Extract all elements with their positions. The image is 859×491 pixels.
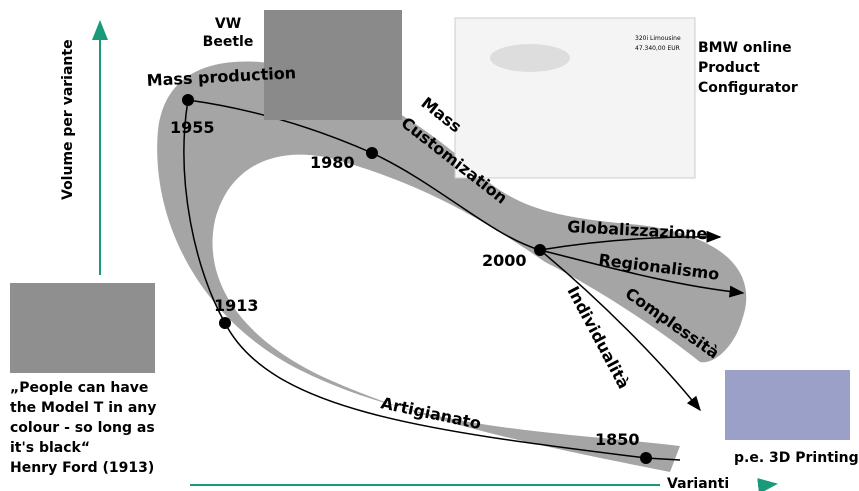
screen-text: 47.340,00 EUR bbox=[635, 45, 680, 52]
vw-label: Beetle bbox=[203, 34, 254, 50]
model-t-photo bbox=[10, 283, 155, 373]
year: 1850 bbox=[595, 430, 640, 449]
bmw-label: Product bbox=[698, 60, 760, 76]
year: 1980 bbox=[310, 153, 355, 172]
bmw-screenshot bbox=[455, 18, 695, 178]
car-image bbox=[490, 44, 570, 72]
year: 1913 bbox=[214, 296, 259, 315]
bmw-label: Configurator bbox=[698, 80, 798, 96]
quote: it's black“ bbox=[10, 440, 90, 456]
y-axis-label: Volume per variante bbox=[60, 39, 76, 200]
year: 1955 bbox=[170, 118, 215, 137]
vw-label: VW bbox=[215, 16, 241, 32]
x-axis-arrow bbox=[758, 484, 776, 486]
quote: „People can have bbox=[10, 380, 148, 396]
quote: the Model T in any bbox=[10, 400, 156, 416]
year: 2000 bbox=[482, 251, 527, 270]
quote: colour - so long as bbox=[10, 420, 155, 436]
printing-photo bbox=[725, 370, 850, 440]
x-axis-label: Varianti bbox=[667, 476, 729, 491]
quote: Henry Ford (1913) bbox=[10, 460, 154, 476]
printing-label: p.e. 3D Printing bbox=[734, 450, 859, 466]
bmw-label: BMW online bbox=[698, 40, 792, 56]
screen-text: 320i Limousine bbox=[635, 35, 681, 42]
diagram: Volume per variante Varianti 320i Limous… bbox=[0, 0, 859, 491]
